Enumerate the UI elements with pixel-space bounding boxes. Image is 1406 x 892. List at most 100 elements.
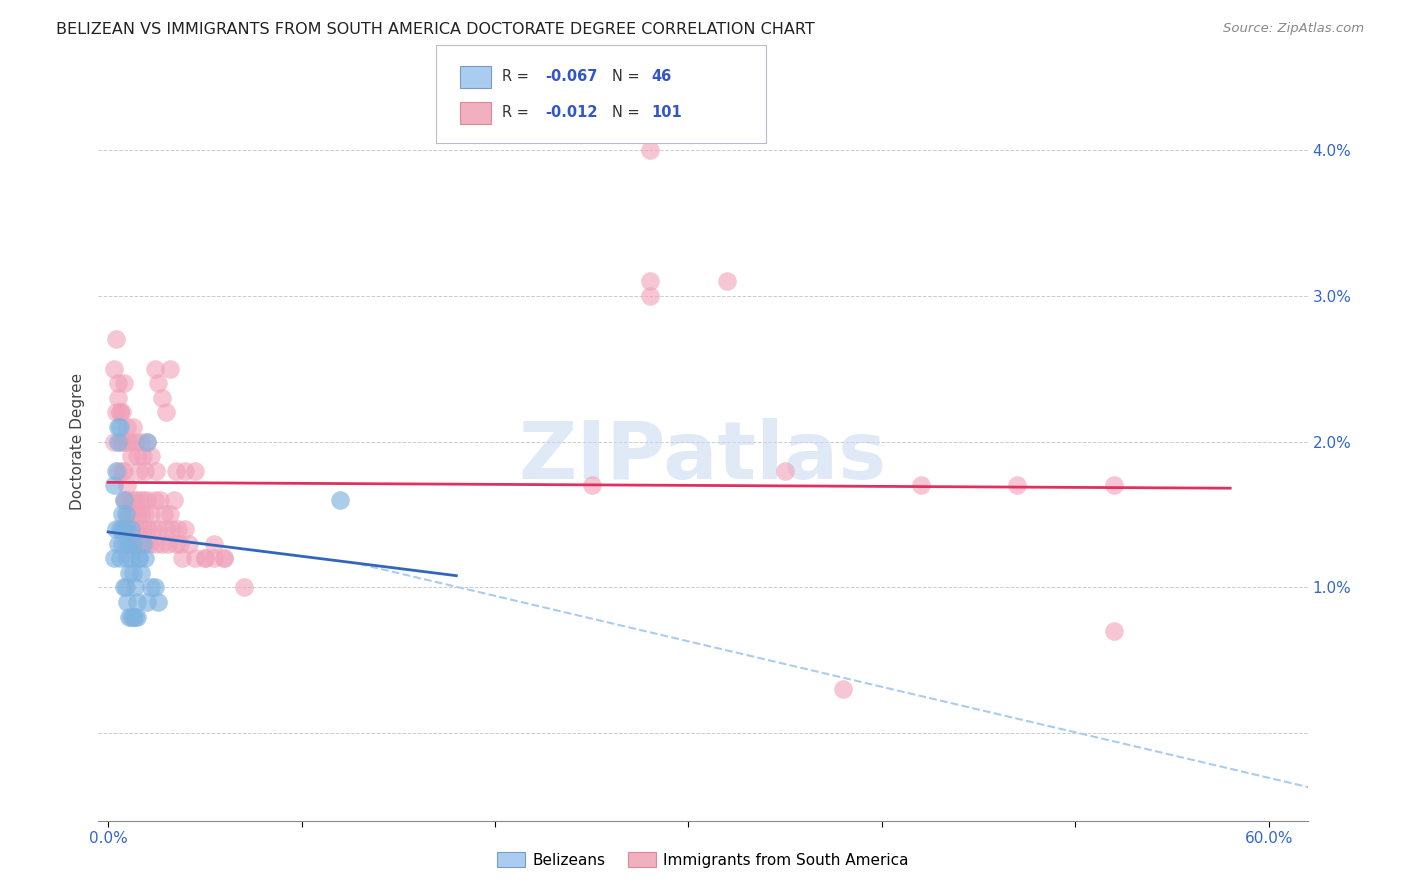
Point — [1102, 624, 1125, 639]
Point — [104, 464, 127, 478]
Point — [165, 536, 187, 550]
Point — [184, 551, 207, 566]
Point — [112, 492, 135, 507]
Point — [155, 522, 177, 536]
Point — [143, 492, 166, 507]
Point — [155, 405, 177, 419]
Point — [107, 434, 129, 449]
Point — [128, 522, 150, 536]
Point — [127, 595, 149, 609]
Point — [124, 609, 146, 624]
Point — [910, 478, 932, 492]
Point — [117, 522, 139, 536]
Point — [1102, 478, 1125, 492]
Point — [212, 551, 235, 566]
Point — [638, 143, 661, 157]
Point — [194, 551, 217, 566]
Point — [117, 508, 139, 522]
Point — [107, 376, 129, 391]
Point — [135, 434, 157, 449]
Text: 46: 46 — [651, 70, 671, 84]
Point — [149, 492, 172, 507]
Point — [127, 449, 149, 463]
Point — [150, 391, 173, 405]
Point — [112, 522, 135, 536]
Point — [122, 508, 145, 522]
Point — [120, 551, 142, 566]
Point — [120, 492, 142, 507]
Point — [120, 522, 142, 536]
Point — [128, 551, 150, 566]
Point — [118, 566, 141, 580]
Point — [103, 551, 125, 566]
Legend: Belizeans, Immigrants from South America: Belizeans, Immigrants from South America — [491, 846, 915, 873]
Point — [118, 508, 141, 522]
Point — [124, 434, 146, 449]
Point — [118, 536, 141, 550]
Point — [104, 522, 127, 536]
Point — [581, 478, 603, 492]
Point — [194, 551, 217, 566]
Point — [122, 420, 145, 434]
Point — [212, 551, 235, 566]
Text: R =: R = — [502, 105, 533, 120]
Point — [145, 464, 167, 478]
Point — [103, 434, 125, 449]
Point — [142, 522, 165, 536]
Point — [165, 464, 187, 478]
Point — [135, 522, 157, 536]
Point — [160, 522, 183, 536]
Point — [135, 492, 157, 507]
Point — [120, 609, 142, 624]
Text: R =: R = — [502, 70, 533, 84]
Y-axis label: Doctorate Degree: Doctorate Degree — [70, 373, 86, 510]
Point — [148, 522, 170, 536]
Point — [103, 361, 125, 376]
Text: 101: 101 — [651, 105, 682, 120]
Point — [114, 522, 136, 536]
Point — [117, 420, 139, 434]
Text: -0.012: -0.012 — [546, 105, 598, 120]
Text: -0.067: -0.067 — [546, 70, 598, 84]
Point — [132, 536, 155, 550]
Point — [111, 536, 134, 550]
Point — [108, 551, 131, 566]
Point — [117, 595, 139, 609]
Point — [135, 595, 157, 609]
Text: N =: N = — [612, 70, 644, 84]
Point — [118, 434, 141, 449]
Point — [108, 420, 131, 434]
Point — [114, 434, 136, 449]
Point — [204, 551, 226, 566]
Point — [111, 434, 134, 449]
Point — [134, 551, 156, 566]
Point — [166, 522, 188, 536]
Point — [108, 434, 131, 449]
Point — [135, 434, 157, 449]
Point — [143, 361, 166, 376]
Point — [170, 551, 193, 566]
Point — [112, 492, 135, 507]
Point — [111, 405, 134, 419]
Point — [148, 595, 170, 609]
Point — [128, 551, 150, 566]
Point — [169, 536, 191, 550]
Text: Source: ZipAtlas.com: Source: ZipAtlas.com — [1223, 22, 1364, 36]
Point — [129, 508, 152, 522]
Point — [184, 464, 207, 478]
Point — [108, 405, 131, 419]
Point — [114, 508, 136, 522]
Point — [104, 405, 127, 419]
Point — [134, 508, 156, 522]
Point — [112, 464, 135, 478]
Point — [174, 522, 197, 536]
Text: N =: N = — [612, 105, 644, 120]
Point — [111, 522, 134, 536]
Point — [107, 391, 129, 405]
Point — [112, 580, 135, 594]
Point — [1007, 478, 1029, 492]
Point — [129, 434, 152, 449]
Point — [107, 420, 129, 434]
Point — [118, 536, 141, 550]
Point — [179, 536, 201, 550]
